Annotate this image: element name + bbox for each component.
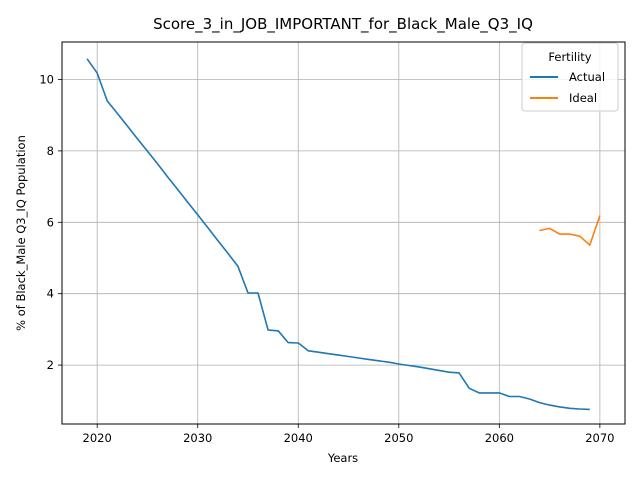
y-axis-label: % of Black_Male Q3_IQ Population	[14, 135, 28, 331]
y-tick-label: 4	[47, 287, 54, 301]
series-line-ideal	[539, 215, 601, 246]
x-axis-label: Years	[327, 451, 358, 465]
y-axis-ticks: 2 4 6 8 10	[39, 72, 62, 372]
legend-box	[521, 42, 619, 112]
plot-frame	[61, 41, 626, 425]
x-tick-label: 2040	[284, 431, 313, 445]
series-lines	[86, 58, 601, 411]
x-axis-ticks: 2020 2030 2040 2050 2060 2070	[83, 424, 615, 445]
x-tick-label: 2050	[384, 431, 413, 445]
y-tick-label: 10	[39, 72, 54, 86]
legend-title: Fertility	[548, 50, 591, 64]
x-tick-label: 2030	[183, 431, 212, 445]
legend: Fertility Actual Ideal	[521, 42, 619, 112]
y-tick-label: 8	[47, 144, 54, 158]
x-tick-label: 2070	[585, 431, 614, 445]
x-tick-label: 2060	[485, 431, 514, 445]
legend-entry-ideal: Ideal	[569, 91, 597, 105]
y-tick-label: 6	[47, 215, 54, 229]
series-line-actual	[86, 58, 590, 411]
legend-entry-actual: Actual	[569, 70, 605, 84]
x-tick-label: 2020	[83, 431, 112, 445]
chart-title: Score_3_in_JOB_IMPORTANT_for_Black_Male_…	[153, 15, 533, 34]
y-tick-label: 2	[47, 358, 54, 372]
